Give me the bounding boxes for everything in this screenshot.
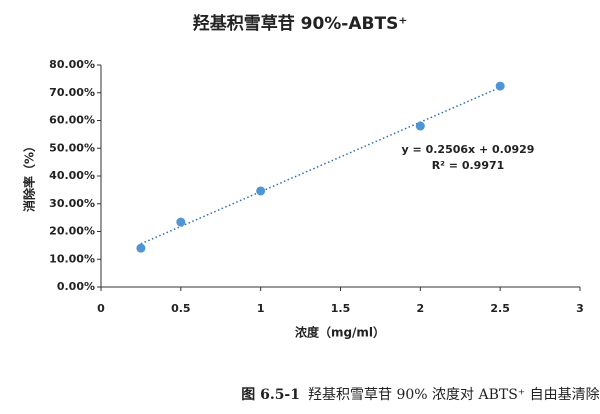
x-tick-label: 2.5 xyxy=(490,302,510,315)
y-tick-label: 80.00% xyxy=(49,58,95,71)
y-tick-label: 60.00% xyxy=(49,114,95,127)
x-tick-label: 1 xyxy=(257,302,265,315)
y-tick-label: 50.00% xyxy=(49,141,95,154)
y-tick-label: 0.00% xyxy=(57,280,95,293)
caption-text: 羟基积雪草苷 90% 浓度对 ABTS⁺ 自由基清除率曲线 xyxy=(308,386,600,403)
x-tick-label: 3 xyxy=(576,302,584,315)
trendline xyxy=(140,86,501,245)
data-point xyxy=(256,186,266,196)
data-point xyxy=(176,217,186,227)
data-point xyxy=(415,121,425,131)
y-tick-label: 10.00% xyxy=(49,252,95,265)
x-tick-label: 0.5 xyxy=(171,302,191,315)
x-tick-label: 2 xyxy=(417,302,425,315)
y-tick-label: 30.00% xyxy=(49,197,95,210)
y-axis-label: 消除率（%） xyxy=(22,140,37,212)
trendline-equation: y = 0.2506x + 0.0929 xyxy=(402,143,535,156)
x-tick-label: 0 xyxy=(97,302,105,315)
caption-number: 图 6.5-1 xyxy=(241,387,300,403)
data-point xyxy=(136,243,146,253)
y-tick-label: 70.00% xyxy=(49,86,95,99)
x-tick-label: 1.5 xyxy=(331,302,351,315)
trendline-r2: R² = 0.9971 xyxy=(432,159,505,172)
x-axis-label: 浓度（mg/ml） xyxy=(295,325,385,340)
y-tick-label: 20.00% xyxy=(49,225,95,238)
data-point xyxy=(495,81,505,91)
y-tick-label: 40.00% xyxy=(49,169,95,182)
chart-title: 羟基积雪草苷 90%-ABTS⁺ xyxy=(193,13,408,34)
